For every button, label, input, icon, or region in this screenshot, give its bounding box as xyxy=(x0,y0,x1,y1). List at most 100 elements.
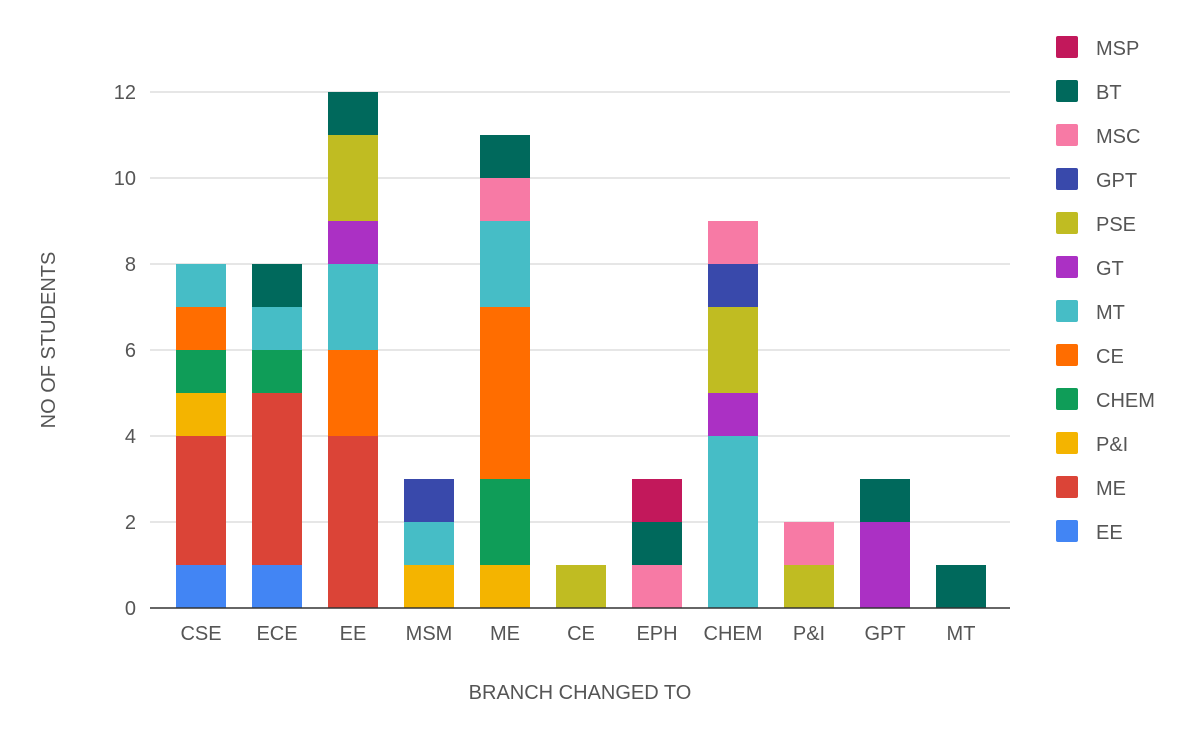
x-tick-label: GPT xyxy=(864,623,905,645)
bar-segment-ECE-BT xyxy=(252,264,302,307)
bar-segment-EE-ME xyxy=(328,436,378,608)
bar-segment-CSE-CHEM xyxy=(176,350,226,393)
x-tick-label: CSE xyxy=(180,623,221,645)
legend-swatch xyxy=(1056,476,1078,498)
bar-segment-CHEM-GT xyxy=(708,393,758,436)
y-tick-label: 6 xyxy=(125,340,136,362)
bar-segment-CSE-P&I xyxy=(176,393,226,436)
x-tick-label: CHEM xyxy=(704,623,763,645)
y-tick-label: 8 xyxy=(125,254,136,276)
legend-swatch xyxy=(1056,520,1078,542)
bar-segment-EE-PSE xyxy=(328,135,378,221)
bar-segment-GPT-GT xyxy=(860,522,910,608)
legend-swatch xyxy=(1056,168,1078,190)
legend-label: GT xyxy=(1096,258,1124,280)
bar-segment-ME-CE xyxy=(480,307,530,479)
bar-segment-ME-MT xyxy=(480,221,530,307)
bar-segment-ME-BT xyxy=(480,135,530,178)
bar-segment-CSE-CE xyxy=(176,307,226,350)
x-tick-label: P&I xyxy=(793,623,825,645)
legend-label: GPT xyxy=(1096,170,1137,192)
legend-swatch xyxy=(1056,432,1078,454)
bar-segment-ECE-ME xyxy=(252,393,302,565)
legend-label: CE xyxy=(1096,346,1124,368)
bar-segment-CHEM-PSE xyxy=(708,307,758,393)
bar-segment-ME-P&I xyxy=(480,565,530,608)
bar-segment-EE-CE xyxy=(328,350,378,436)
bar-segment-CHEM-GPT xyxy=(708,264,758,307)
legend-item-CE: CE xyxy=(1056,344,1124,368)
legend-item-CHEM: CHEM xyxy=(1056,388,1155,412)
legend-swatch xyxy=(1056,36,1078,58)
bar-segment-CSE-ME xyxy=(176,436,226,565)
x-axis-label: BRANCH CHANGED TO xyxy=(469,682,692,704)
bar-segment-CSE-EE xyxy=(176,565,226,608)
legend-label: PSE xyxy=(1096,214,1136,236)
bar-segment-P&I-PSE xyxy=(784,565,834,608)
y-axis-label: NO OF STUDENTS xyxy=(38,252,60,429)
y-axis-ticks: 0 2 4 6 8 10 12 xyxy=(114,82,136,620)
legend-swatch xyxy=(1056,388,1078,410)
bar-segment-CHEM-MSC xyxy=(708,221,758,264)
legend-swatch xyxy=(1056,80,1078,102)
x-tick-label: MSM xyxy=(406,623,453,645)
x-tick-label: CE xyxy=(567,623,595,645)
bar-segment-ME-CHEM xyxy=(480,479,530,565)
x-axis-ticks: CSE ECE EE MSM ME CE EPH CHEM P&I GPT MT xyxy=(180,623,975,645)
x-tick-label: ECE xyxy=(256,623,297,645)
bar-segment-ECE-CHEM xyxy=(252,350,302,393)
legend-label: BT xyxy=(1096,82,1122,104)
bar-segment-EPH-MSP xyxy=(632,479,682,522)
y-tick-label: 0 xyxy=(125,598,136,620)
y-tick-label: 10 xyxy=(114,168,136,190)
bar-segment-GPT-BT xyxy=(860,479,910,522)
bar-segment-EPH-MSC xyxy=(632,565,682,608)
x-tick-label: ME xyxy=(490,623,520,645)
bars xyxy=(176,92,986,608)
bar-segment-EE-GT xyxy=(328,221,378,264)
x-tick-label: EE xyxy=(340,623,367,645)
bar-segment-CE-PSE xyxy=(556,565,606,608)
legend-label: MSC xyxy=(1096,126,1140,148)
legend-label: ME xyxy=(1096,478,1126,500)
legend-item-BT: BT xyxy=(1056,80,1122,104)
legend-swatch xyxy=(1056,300,1078,322)
bar-segment-CHEM-MT xyxy=(708,436,758,608)
bar-segment-EPH-BT xyxy=(632,522,682,565)
y-tick-label: 4 xyxy=(125,426,136,448)
legend-swatch xyxy=(1056,124,1078,146)
legend-item-PSE: PSE xyxy=(1056,212,1136,236)
legend-swatch xyxy=(1056,212,1078,234)
y-tick-label: 2 xyxy=(125,512,136,534)
legend-item-MT: MT xyxy=(1056,300,1125,324)
legend-label: MT xyxy=(1096,302,1125,324)
legend-item-GT: GT xyxy=(1056,256,1124,280)
bar-segment-EE-BT xyxy=(328,92,378,135)
legend: MSP BT MSC GPT PSE GT MT CE CHEM P&I ME EE xyxy=(1056,36,1155,544)
y-tick-label: 12 xyxy=(114,82,136,104)
legend-label: P&I xyxy=(1096,434,1128,456)
bar-segment-MSM-GPT xyxy=(404,479,454,522)
bar-segment-MSM-P&I xyxy=(404,565,454,608)
bar-segment-P&I-MSC xyxy=(784,522,834,565)
legend-label: EE xyxy=(1096,522,1123,544)
bar-segment-ME-MSC xyxy=(480,178,530,221)
x-tick-label: MT xyxy=(947,623,976,645)
legend-label: CHEM xyxy=(1096,390,1155,412)
legend-item-MSP: MSP xyxy=(1056,36,1139,60)
legend-item-EE: EE xyxy=(1056,520,1123,544)
bar-segment-EE-MT xyxy=(328,264,378,350)
bar-segment-CSE-MT xyxy=(176,264,226,307)
x-tick-label: EPH xyxy=(636,623,677,645)
legend-swatch xyxy=(1056,256,1078,278)
bar-segment-MT-BT xyxy=(936,565,986,608)
bar-segment-ECE-EE xyxy=(252,565,302,608)
legend-item-GPT: GPT xyxy=(1056,168,1137,192)
bar-segment-ECE-MT xyxy=(252,307,302,350)
legend-item-P&I: P&I xyxy=(1056,432,1128,456)
legend-swatch xyxy=(1056,344,1078,366)
bar-segment-MSM-MT xyxy=(404,522,454,565)
legend-item-ME: ME xyxy=(1056,476,1126,500)
legend-item-MSC: MSC xyxy=(1056,124,1140,148)
